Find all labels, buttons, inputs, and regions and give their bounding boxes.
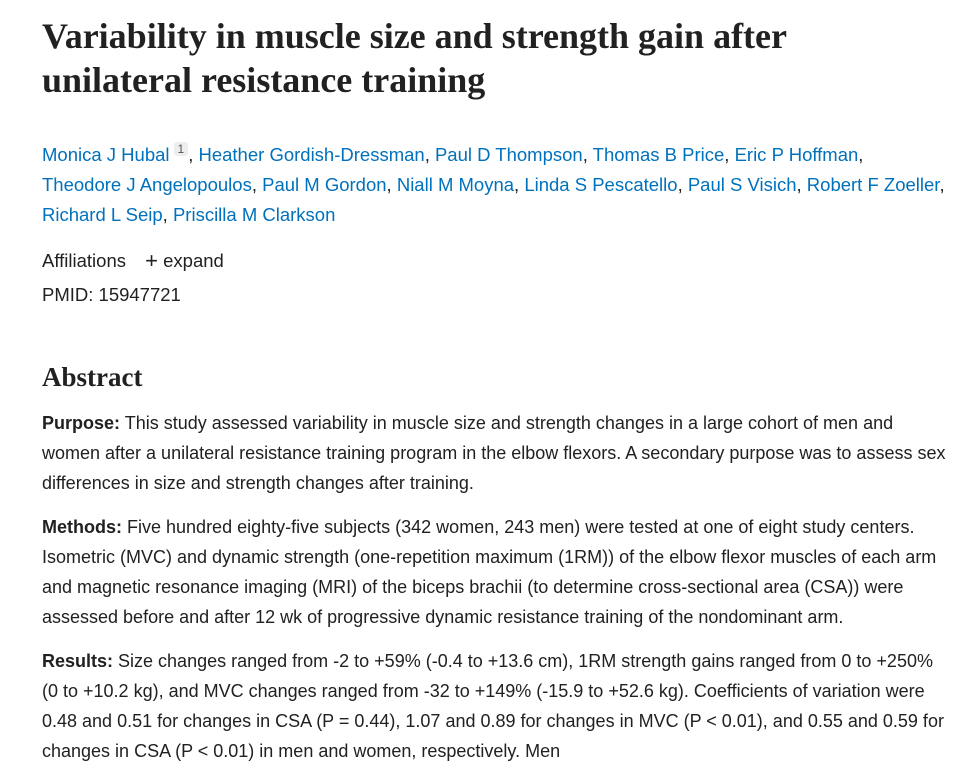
author-link[interactable]: Heather Gordish-Dressman	[198, 144, 425, 165]
section-label: Purpose:	[42, 413, 121, 433]
author-link[interactable]: Niall M Moyna	[396, 174, 515, 195]
author: Priscilla M Clarkson	[173, 204, 335, 225]
author-link[interactable]: Monica J Hubal	[42, 144, 170, 165]
author: Thomas B Price	[593, 144, 735, 165]
author-link[interactable]: Thomas B Price	[592, 144, 725, 165]
author-link[interactable]: Eric P Hoffman	[734, 144, 859, 165]
author-link[interactable]: Paul D Thompson	[434, 144, 583, 165]
author-link[interactable]: Theodore J Angelopoulos	[42, 174, 252, 195]
author: Linda S Pescatello	[524, 174, 688, 195]
author-link[interactable]: Paul S Visich	[687, 174, 797, 195]
author: Monica J Hubal 1	[42, 142, 198, 165]
section-label: Methods:	[42, 517, 122, 537]
affiliations-label: Affiliations	[42, 250, 126, 271]
abstract-paragraph: Purpose: This study assessed variability…	[42, 408, 947, 498]
author: Robert F Zoeller	[807, 174, 945, 195]
author: Paul M Gordon	[262, 174, 397, 195]
author-link[interactable]: Linda S Pescatello	[524, 174, 678, 195]
expand-label[interactable]: expand	[163, 250, 224, 271]
author-link[interactable]: Richard L Seip	[42, 204, 163, 225]
author: Eric P Hoffman	[735, 144, 864, 165]
author-link[interactable]: Paul M Gordon	[262, 174, 387, 195]
author-link[interactable]: Robert F Zoeller	[806, 174, 940, 195]
abstract-heading: Abstract	[42, 362, 143, 392]
article: Variability in muscle size and strength …	[42, 14, 947, 780]
author: Heather Gordish-Dressman	[198, 144, 434, 165]
section-text: Size changes ranged from -2 to +59% (-0.…	[42, 651, 944, 761]
author: Theodore J Angelopoulos	[42, 174, 262, 195]
pmid: PMID: 15947721	[42, 284, 181, 305]
author: Paul D Thompson	[435, 144, 593, 165]
author: Richard L Seip	[42, 204, 173, 225]
expand-toggle[interactable]: + expand	[145, 248, 224, 273]
author-link[interactable]: Priscilla M Clarkson	[172, 204, 336, 225]
affiliations-row: Affiliations + expand	[42, 244, 947, 278]
abstract-paragraph: Methods: Five hundred eighty-five subjec…	[42, 512, 947, 632]
abstract-body: Purpose: This study assessed variability…	[42, 408, 947, 766]
affiliation-ref[interactable]: 1	[173, 142, 189, 156]
section-text: This study assessed variability in muscl…	[42, 413, 946, 493]
article-title: Variability in muscle size and strength …	[42, 16, 787, 100]
abstract-paragraph: Results: Size changes ranged from -2 to …	[42, 646, 947, 766]
section-label: Results:	[42, 651, 114, 671]
author: Niall M Moyna	[397, 174, 524, 195]
author: Paul S Visich	[688, 174, 807, 195]
section-text: Five hundred eighty-five subjects (342 w…	[42, 517, 937, 627]
